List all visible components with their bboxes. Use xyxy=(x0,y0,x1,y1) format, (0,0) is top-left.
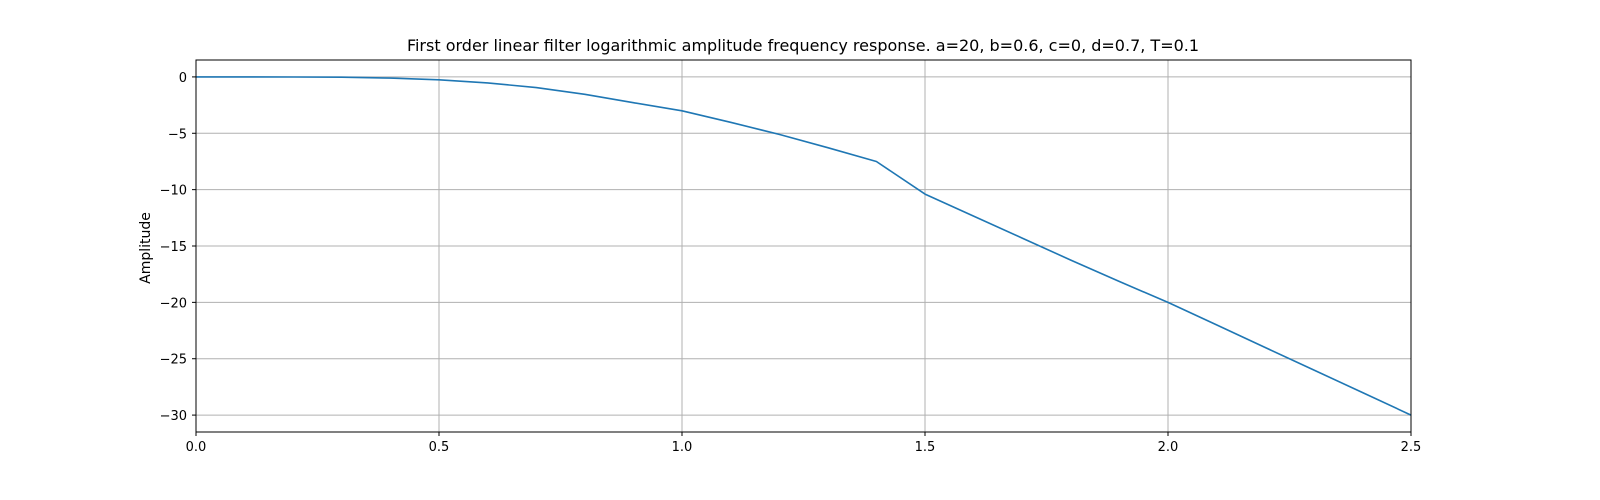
x-tick-label: 0.0 xyxy=(186,440,207,455)
x-tick-label: 2.0 xyxy=(1158,440,1179,455)
grid-lines xyxy=(195,60,1412,432)
ticks: 0.0 0.5 1.0 1.5 2.0 2.5 0 −5 −10 −15 −20 −25 −30 xyxy=(160,71,1422,455)
y-tick-label: −25 xyxy=(160,353,187,368)
y-tick-label: −15 xyxy=(160,240,187,255)
series-layer xyxy=(196,76,1412,416)
series-line xyxy=(196,76,1412,416)
x-tick-label: 0.5 xyxy=(429,440,450,455)
chart-title: First order linear filter logarithmic am… xyxy=(407,36,1199,55)
x-tick-label: 1.0 xyxy=(672,440,693,455)
y-tick-label: 0 xyxy=(179,71,187,86)
x-tick-label: 2.5 xyxy=(1401,440,1422,455)
y-axis-label: Amplitude xyxy=(138,212,154,284)
y-tick-label: −5 xyxy=(168,127,187,142)
y-tick-label: −10 xyxy=(160,184,187,199)
y-tick-label: −30 xyxy=(160,409,187,424)
x-tick-label: 1.5 xyxy=(915,440,936,455)
y-tick-label: −20 xyxy=(160,296,187,311)
